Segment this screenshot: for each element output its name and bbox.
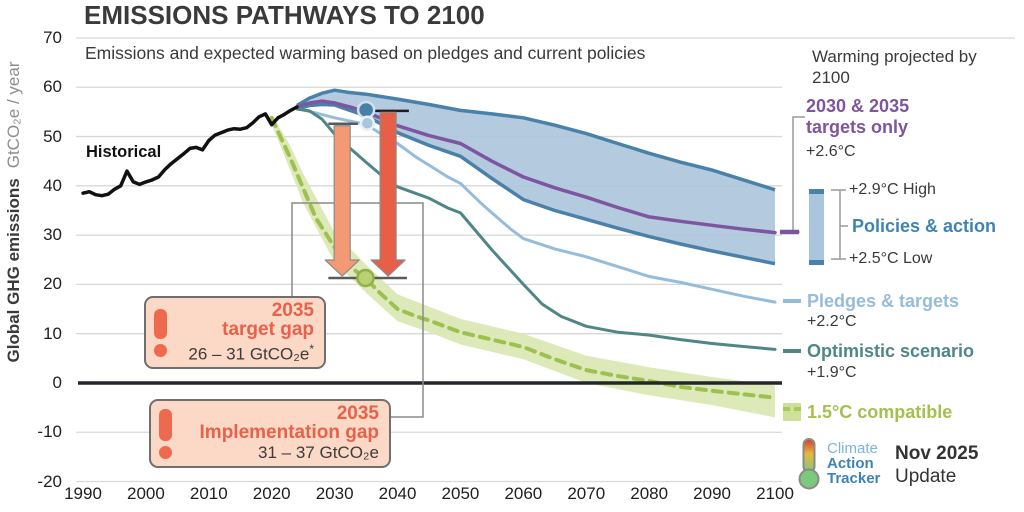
- legend-heading: Warming projected by 2100: [812, 47, 977, 87]
- policies-2035-dot: [356, 100, 376, 120]
- target-gap-arrow: [324, 125, 360, 277]
- compatible-swatch: [783, 403, 801, 421]
- y-tick-0: 0: [52, 372, 62, 392]
- y-tick-50: 50: [43, 126, 62, 146]
- historical-label: Historical: [86, 143, 162, 161]
- x-tick-1990: 1990: [64, 484, 102, 503]
- x-tick-2000: 2000: [126, 484, 165, 503]
- legend-pledges-label: Pledges & targets: [807, 291, 960, 311]
- legend-targets-only-warming: +2.6°C: [806, 143, 856, 160]
- legend-policies-label: Policies & action: [852, 216, 997, 236]
- legend-policies-high: +2.9°C High: [849, 181, 936, 198]
- legend-policies-low: +2.5°C Low: [849, 250, 933, 267]
- implementation-gap-callout: 2035 Implementation gap 31 – 37 GtCO₂e: [149, 399, 391, 468]
- page-title: EMISSIONS PATHWAYS TO 2100: [84, 0, 485, 30]
- series-2030-2035-targets-only: [295, 99, 777, 235]
- band-edge-policies-action: [296, 88, 776, 192]
- x-tick-2040: 2040: [378, 484, 417, 503]
- x-tick-2050: 2050: [441, 484, 480, 503]
- exclamation-icon: [159, 408, 172, 459]
- y-tick-10: 10: [43, 323, 62, 343]
- legend-optimistic-warming: +1.9°C: [807, 364, 857, 381]
- band-edge-policies-action: [296, 102, 776, 266]
- target-gap-year: 2035: [271, 299, 314, 321]
- legend-targets-only-label: 2030 & 2035 targets only: [806, 96, 910, 137]
- band-policies-action: [296, 90, 775, 264]
- x-tick-2020: 2020: [252, 484, 291, 503]
- policies-bar-bracket: [831, 189, 848, 260]
- x-tick-2100: 2100: [756, 484, 794, 503]
- y-axis-title-main: Global GHG emissions: [4, 178, 23, 363]
- target-gap-value: 26 – 31 GtCO₂e*: [188, 341, 314, 364]
- x-tick-2010: 2010: [189, 484, 228, 503]
- x-tick-2030: 2030: [315, 484, 354, 503]
- thermometer-icon: [798, 438, 820, 490]
- legend-pledges-warming: +2.2°C: [807, 313, 857, 330]
- compatible-2035-dot: [356, 268, 375, 288]
- legend-optimistic-label: Optimistic scenario: [807, 341, 975, 361]
- implementation-gap-name: Implementation gap: [199, 422, 379, 443]
- update-date: Nov 2025 Update: [895, 443, 979, 487]
- y-tick-30: 30: [43, 225, 62, 245]
- target-gap-callout: 2035 target gap 26 – 31 GtCO₂e*: [144, 296, 326, 369]
- target-gap-name: target gap: [222, 318, 314, 340]
- band-1-5-c-compatible-band: [271, 114, 775, 418]
- implementation-gap-value: 31 – 37 GtCO₂e: [258, 443, 379, 462]
- legend-compatible-label: 1.5°C compatible: [807, 402, 953, 422]
- callout-connector: [291, 202, 424, 418]
- y-tick-20: 20: [43, 274, 62, 294]
- policies-range-bar: [809, 189, 824, 265]
- y-tick-70: 70: [43, 28, 62, 47]
- exclamation-icon: [154, 308, 167, 357]
- chart-subtitle: Emissions and expected warming based on …: [85, 43, 646, 63]
- y-tick-40: 40: [43, 175, 62, 195]
- pledges-2035-dot: [359, 115, 376, 132]
- y-tick--10: -10: [37, 422, 62, 442]
- x-tick-2080: 2080: [630, 484, 669, 503]
- y-tick--20: -20: [37, 471, 62, 491]
- x-tick-2090: 2090: [693, 484, 731, 503]
- implementation-gap-year: 2035: [336, 403, 379, 424]
- x-tick-2060: 2060: [504, 484, 543, 503]
- x-tick-2070: 2070: [567, 484, 606, 503]
- y-axis-title: Global GHG emissions GtCO₂e / year: [4, 22, 24, 402]
- series-historical: [81, 105, 299, 198]
- y-tick-60: 60: [43, 77, 62, 97]
- targets-only-connector: [792, 116, 805, 233]
- cat-logo-text: Climate Action Tracker: [827, 440, 881, 487]
- implementation-gap-arrow: [370, 111, 406, 277]
- y-axis-title-unit: GtCO₂e / year: [4, 61, 23, 169]
